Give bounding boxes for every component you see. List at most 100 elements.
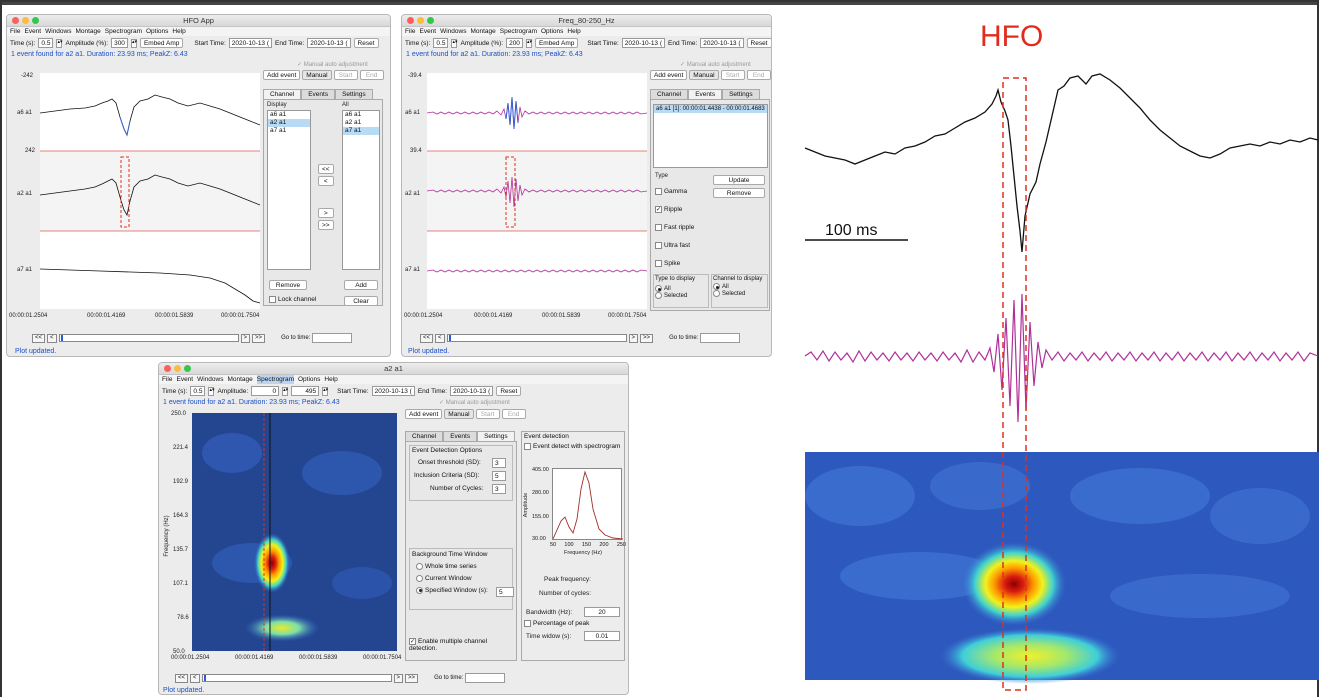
move-all-right-button[interactable]: >> xyxy=(318,220,334,230)
manual-button[interactable]: Manual xyxy=(302,70,332,80)
menu-options[interactable]: Options xyxy=(298,376,321,383)
inclusion-criteria-input[interactable]: 5 xyxy=(492,471,506,481)
start-button[interactable]: Start xyxy=(475,409,500,419)
time-input[interactable]: 0.5 xyxy=(433,38,449,48)
signal-plot[interactable] xyxy=(426,73,648,309)
event-item[interactable]: a6 a1 [1]: 00:00:01.4438 - 00:00:01.4683 xyxy=(654,105,767,113)
close-icon[interactable] xyxy=(164,365,171,372)
nav-last-button[interactable]: >> xyxy=(405,673,419,683)
list-item[interactable]: a2 a1 xyxy=(345,119,362,126)
number-of-cycles-input[interactable]: 3 xyxy=(492,484,506,494)
amplitude-min-stepper[interactable]: ▴▾ xyxy=(282,386,288,396)
time-stepper[interactable]: ▴▾ xyxy=(451,38,457,48)
manual-button[interactable]: Manual xyxy=(444,409,474,419)
radio-icon[interactable] xyxy=(713,290,720,298)
menu-spectrogram[interactable]: Spectrogram xyxy=(256,375,294,384)
nav-first-button[interactable]: << xyxy=(420,333,434,343)
menu-spectrogram[interactable]: Spectrogram xyxy=(499,28,537,35)
spectrogram-plot[interactable] xyxy=(192,413,397,651)
type-display-selected[interactable]: Selected xyxy=(655,292,707,299)
list-item[interactable]: a7 a1 xyxy=(270,127,287,134)
go-to-time-input[interactable] xyxy=(465,673,506,683)
enable-multi-channel-option[interactable]: ✓ Enable multiple channel detection. xyxy=(409,638,516,652)
bg-current-window[interactable]: Current Window xyxy=(410,573,512,585)
add-event-button[interactable]: Add event xyxy=(263,70,301,80)
start-button[interactable]: Start xyxy=(333,70,358,80)
clear-button[interactable]: Clear xyxy=(344,296,378,306)
reset-button[interactable]: Reset xyxy=(353,38,379,48)
time-slider[interactable] xyxy=(58,334,239,342)
list-item[interactable]: a6 a1 xyxy=(345,111,362,118)
nav-last-button[interactable]: >> xyxy=(640,333,654,343)
end-time-input[interactable]: 2020-10-13 ( xyxy=(700,38,744,48)
radio-icon[interactable] xyxy=(416,562,423,570)
amplitude-max-input[interactable]: 495 xyxy=(291,386,320,396)
end-time-input[interactable]: 2020-10-13 ( xyxy=(307,38,351,48)
nav-prev-button[interactable]: < xyxy=(190,673,200,683)
time-input[interactable]: 0.5 xyxy=(190,386,206,396)
manual-adjust-option[interactable]: ✓ Manual auto adjustment xyxy=(680,62,751,68)
nav-next-button[interactable]: > xyxy=(240,333,251,343)
embed-amp-button[interactable]: Embed Amp xyxy=(534,38,579,48)
minimize-icon[interactable] xyxy=(22,17,29,24)
list-item[interactable]: a2 a1 xyxy=(268,119,310,127)
nav-next-button[interactable]: > xyxy=(628,333,639,343)
move-all-left-button[interactable]: << xyxy=(318,164,334,174)
remove-button[interactable]: Remove xyxy=(269,280,307,290)
start-time-input[interactable]: 2020-10-13 ( xyxy=(621,38,666,48)
zoom-icon[interactable] xyxy=(32,17,39,24)
nav-first-button[interactable]: << xyxy=(175,673,189,683)
reset-button[interactable]: Reset xyxy=(746,38,771,48)
add-event-button[interactable]: Add event xyxy=(405,409,443,419)
menu-help[interactable]: Help xyxy=(324,376,338,383)
radio-icon[interactable] xyxy=(416,574,423,582)
bandwidth-input[interactable]: 20 xyxy=(584,607,620,617)
tab-channel[interactable]: Channel xyxy=(650,89,689,99)
slider-thumb[interactable] xyxy=(60,335,63,341)
menu-file[interactable]: File xyxy=(162,376,173,383)
end-button[interactable]: End xyxy=(501,409,526,419)
tab-settings[interactable]: Settings xyxy=(722,89,760,99)
menu-montage[interactable]: Montage xyxy=(227,376,253,383)
time-input[interactable]: 0.5 xyxy=(38,38,54,48)
nav-prev-button[interactable]: < xyxy=(47,333,57,343)
tab-events[interactable]: Events xyxy=(443,431,478,441)
manual-adjust-option[interactable]: ✓ Manual auto adjustment xyxy=(297,62,368,68)
channel-display-all[interactable]: All xyxy=(713,283,766,290)
list-item[interactable]: a6 a1 xyxy=(270,111,287,118)
bg-specified-window[interactable]: Specified Window (s): xyxy=(410,585,512,597)
type-ultra-fast[interactable]: Ultra fast xyxy=(655,237,694,255)
minimize-icon[interactable] xyxy=(417,17,424,24)
checkbox-checked-icon[interactable]: ✓ xyxy=(409,638,416,645)
menu-windows[interactable]: Windows xyxy=(45,28,72,35)
slider-thumb[interactable] xyxy=(203,675,206,681)
tab-events[interactable]: Events xyxy=(301,89,336,99)
type-gamma[interactable]: Gamma xyxy=(655,183,694,201)
type-display-all[interactable]: All xyxy=(655,285,707,292)
add-event-button[interactable]: Add event xyxy=(650,70,688,80)
go-to-time-input[interactable] xyxy=(312,333,353,343)
radio-selected-icon[interactable] xyxy=(713,283,720,290)
time-stepper[interactable]: ▴▾ xyxy=(208,386,214,396)
menu-montage[interactable]: Montage xyxy=(75,28,101,35)
checkbox-checked-icon[interactable]: ✓ xyxy=(655,205,662,213)
nav-first-button[interactable]: << xyxy=(32,333,46,343)
list-item[interactable]: a7 a1 xyxy=(343,127,379,135)
amplitude-max-stepper[interactable]: ▴▾ xyxy=(322,386,328,396)
checkbox-icon[interactable] xyxy=(655,187,662,195)
radio-selected-icon[interactable] xyxy=(416,586,423,594)
tab-channel[interactable]: Channel xyxy=(405,431,444,441)
close-icon[interactable] xyxy=(407,17,414,24)
tab-settings[interactable]: Settings xyxy=(335,89,373,99)
end-button[interactable]: End xyxy=(746,70,771,80)
specified-window-input[interactable]: 5 xyxy=(496,587,514,597)
move-right-button[interactable]: > xyxy=(318,208,334,218)
time-stepper[interactable]: ▴▾ xyxy=(56,38,62,48)
menu-options[interactable]: Options xyxy=(541,28,564,35)
menu-event[interactable]: Event xyxy=(176,376,194,383)
display-list[interactable]: a6 a1 a2 a1 a7 a1 xyxy=(267,110,311,270)
manual-adjust-option[interactable]: ✓ Manual auto adjustment xyxy=(439,400,510,406)
time-slider[interactable] xyxy=(446,334,627,342)
start-button[interactable]: Start xyxy=(720,70,745,80)
type-spike[interactable]: Spike xyxy=(655,255,694,273)
